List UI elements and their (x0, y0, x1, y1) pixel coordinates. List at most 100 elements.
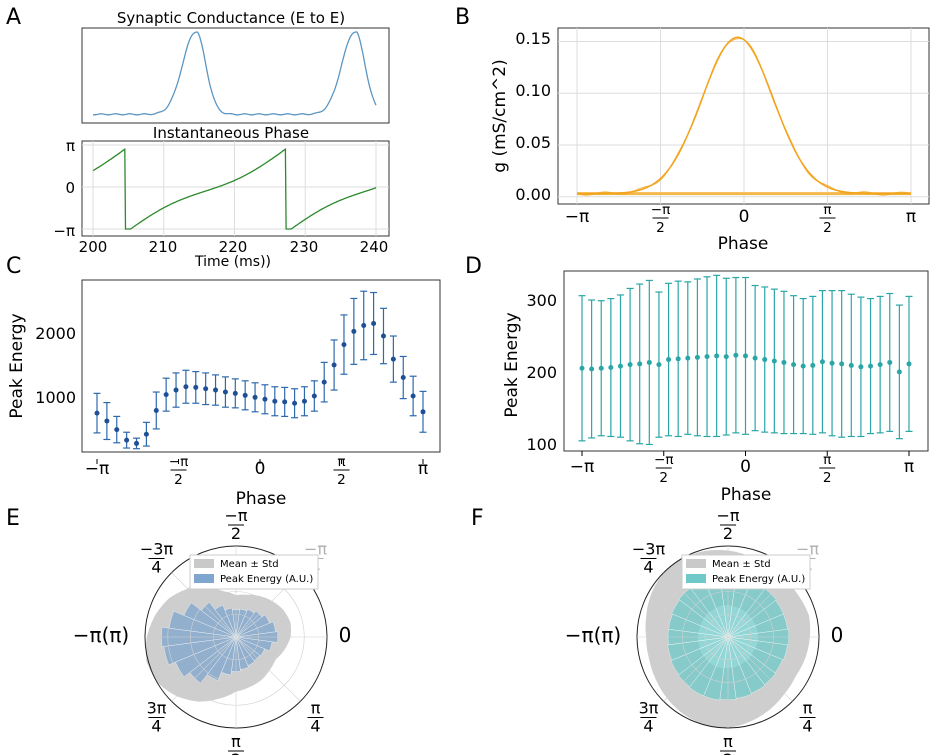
c-point (203, 386, 209, 392)
c-point (252, 394, 258, 400)
c-point (153, 407, 159, 413)
c-point (272, 398, 278, 404)
c-point (124, 437, 130, 443)
e-bar (224, 607, 237, 638)
e-angle-2-den: 2 (231, 750, 241, 755)
e-bar (235, 621, 276, 638)
b-xlabel: Phase (718, 234, 769, 254)
c-point (213, 387, 219, 393)
c-point (114, 427, 120, 433)
conductance-line (93, 31, 377, 116)
d-point (800, 363, 806, 369)
c-xtick-4-text: π (418, 459, 428, 479)
f-bar (727, 613, 788, 638)
f-angle-5: −3π4 (632, 539, 666, 576)
panel-label-f: F (471, 506, 484, 531)
d-xticks: −π −π20 π2π (570, 451, 914, 486)
c-marks (93, 290, 427, 450)
f-angle-2-num: π (723, 732, 733, 751)
panel-c: 2000 1000 −π −π20 π2π Phase Peak Energy (7, 279, 441, 509)
panel-d: 300 200 100 −π −π20 π2π Phase Peak Energy (502, 270, 929, 505)
panel-label-b: B (455, 5, 470, 30)
phase-ytick-minus-pi: −π (53, 222, 75, 240)
e-angle-2: π2 (228, 732, 244, 755)
c-xtick-0-text: −π (85, 459, 109, 479)
c-xtick-1-num: −π (169, 454, 189, 470)
b-conductance-curve-2 (576, 38, 911, 196)
d-point (791, 362, 797, 368)
d-point (608, 365, 614, 371)
b-ytick-015: 0.15 (515, 29, 551, 48)
f-legend-swatch-std (686, 559, 706, 568)
phase-xtick-200: 200 (79, 238, 108, 256)
conductance-title: Synaptic Conductance (E to E) (117, 9, 345, 27)
e-angle-5-den: 4 (151, 557, 161, 576)
f-spoke (727, 636, 793, 702)
c-point (331, 362, 337, 368)
phase-xtick-230: 230 (290, 238, 319, 256)
f-angle-1-den: 4 (802, 717, 812, 736)
d-point (598, 365, 604, 371)
f-angle-3-den: 4 (643, 717, 653, 736)
e-angle-3-num: 3π (147, 699, 167, 718)
e-bar (235, 636, 265, 657)
b-xtick-2: 0 (739, 207, 750, 227)
d-point (723, 354, 729, 360)
d-xtick-2: 0 (740, 457, 751, 477)
c-point (321, 379, 327, 385)
e-angle-4-text: −π(π) (73, 623, 129, 647)
phase-frame (81, 140, 390, 237)
d-xtick-0-text: −π (570, 457, 594, 477)
d-point (579, 365, 585, 371)
d-xtick-3-den: 2 (823, 470, 832, 486)
b-xtick-4: π (906, 207, 916, 227)
f-legend-swatch-energy (686, 574, 706, 583)
c-point (94, 410, 100, 416)
e-spoke (171, 636, 237, 702)
b-xticks: −π −π20 π2π (565, 202, 916, 236)
b-xtick-0-text: −π (565, 207, 589, 227)
f-angle-0-text: 0 (831, 623, 844, 647)
d-point (906, 361, 912, 367)
d-point (637, 361, 643, 367)
f-angle-1-num: π (803, 699, 813, 718)
c-point (341, 342, 347, 348)
d-point (589, 366, 595, 372)
d-point (656, 362, 662, 368)
f-legend-std: Mean ± Std (712, 559, 771, 570)
c-yticks: 2000 1000 (35, 324, 76, 407)
panel-a-phase: Instantaneous Phase π 0 −π 200 210 220 2… (53, 124, 390, 270)
b-xtick-4-text: π (906, 207, 916, 227)
d-xtick-3: π2 (819, 452, 836, 486)
d-point (810, 362, 816, 368)
b-xtick-1: −π 2 (651, 202, 671, 236)
c-point (183, 384, 189, 390)
e-legend-std: Mean ± Std (220, 559, 279, 570)
phase-grid (82, 141, 389, 236)
c-xlabel: Phase (236, 489, 287, 509)
d-point (771, 358, 777, 364)
d-ytick-100: 100 (526, 435, 557, 454)
b-xtick-1-num: −π (651, 202, 671, 218)
phase-ytick-zero: 0 (65, 179, 75, 197)
e-angle-2-num: π (231, 732, 241, 751)
d-point (858, 364, 864, 370)
c-point (222, 389, 228, 395)
c-point (420, 409, 426, 415)
c-point (400, 375, 406, 381)
c-xtick-2: 0 (255, 459, 266, 479)
b-xtick-3: π2 (819, 202, 836, 236)
e-bar (235, 636, 273, 652)
e-spoke (235, 636, 301, 702)
c-point (351, 328, 357, 334)
d-point (627, 362, 633, 368)
f-angle-6-num: −π (716, 506, 739, 525)
panel-a-conductance: Synaptic Conductance (E to E) (81, 9, 390, 124)
e-angle-0: 0 (339, 623, 352, 647)
e-angle-1: π4 (307, 699, 324, 736)
e-legend-swatch-std (194, 559, 214, 568)
c-point (242, 392, 248, 398)
c-xticks: −π −π20 π2π (85, 454, 428, 488)
e-angle-1-num: π (311, 699, 321, 718)
d-point (848, 362, 854, 368)
